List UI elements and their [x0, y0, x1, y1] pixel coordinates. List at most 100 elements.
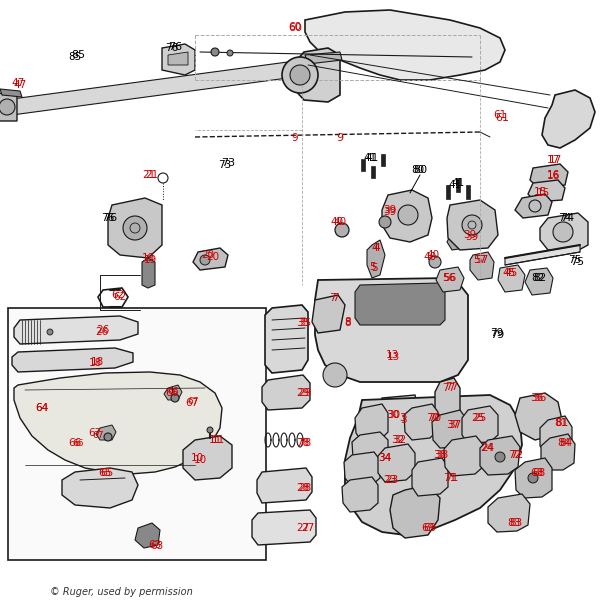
Circle shape: [429, 256, 441, 268]
Text: 67: 67: [92, 431, 104, 439]
Polygon shape: [355, 283, 445, 325]
Polygon shape: [470, 252, 494, 280]
Text: 56: 56: [443, 273, 455, 283]
Polygon shape: [412, 458, 448, 496]
Text: 84: 84: [559, 438, 573, 448]
Circle shape: [123, 216, 147, 240]
Text: 35: 35: [299, 318, 312, 328]
Polygon shape: [542, 90, 595, 148]
Text: 70: 70: [429, 413, 441, 423]
Text: 68: 68: [533, 468, 545, 478]
Polygon shape: [252, 510, 316, 545]
Circle shape: [379, 216, 391, 228]
Text: 24: 24: [480, 443, 494, 453]
Polygon shape: [466, 185, 470, 199]
Text: 75: 75: [570, 257, 584, 267]
Circle shape: [553, 222, 573, 242]
Polygon shape: [515, 458, 552, 498]
Text: 39: 39: [465, 232, 478, 242]
Text: 66: 66: [68, 438, 81, 448]
Polygon shape: [480, 436, 520, 475]
Text: 20: 20: [201, 250, 215, 260]
Polygon shape: [262, 375, 310, 410]
Polygon shape: [193, 248, 228, 270]
Text: 25: 25: [471, 413, 485, 423]
Text: 79: 79: [490, 330, 504, 340]
Text: 19: 19: [143, 255, 157, 265]
Text: 65: 65: [98, 468, 112, 478]
Text: 15: 15: [533, 187, 547, 197]
Text: 34: 34: [378, 453, 392, 463]
Text: 7: 7: [332, 293, 338, 303]
Text: 70: 70: [426, 413, 440, 423]
Polygon shape: [462, 406, 498, 443]
Text: 57: 57: [474, 255, 486, 265]
Polygon shape: [315, 278, 468, 382]
Text: © Ruger, used by permission: © Ruger, used by permission: [50, 587, 193, 597]
Polygon shape: [345, 395, 522, 535]
Polygon shape: [14, 316, 138, 344]
Circle shape: [104, 433, 112, 441]
Text: 29: 29: [299, 388, 312, 398]
Polygon shape: [142, 258, 155, 288]
Polygon shape: [390, 485, 440, 538]
Text: 77: 77: [446, 382, 458, 392]
Text: 45: 45: [502, 268, 516, 278]
Text: 74: 74: [558, 213, 572, 223]
Polygon shape: [371, 166, 375, 178]
Circle shape: [227, 50, 233, 56]
Polygon shape: [12, 348, 133, 372]
Polygon shape: [295, 48, 340, 102]
Bar: [8, 308, 266, 560]
Polygon shape: [447, 200, 498, 250]
Text: 76: 76: [168, 42, 182, 52]
Polygon shape: [12, 59, 310, 115]
Circle shape: [282, 57, 318, 93]
Circle shape: [323, 363, 347, 387]
Text: 66: 66: [167, 388, 179, 397]
Text: 16: 16: [547, 171, 559, 181]
Polygon shape: [183, 436, 232, 480]
Polygon shape: [168, 52, 188, 65]
Polygon shape: [96, 425, 116, 440]
Text: 80: 80: [412, 165, 424, 175]
Text: 4: 4: [374, 243, 381, 253]
Polygon shape: [312, 295, 345, 333]
Text: 37: 37: [448, 420, 461, 430]
Text: 47: 47: [13, 80, 27, 90]
Text: 39: 39: [463, 230, 477, 240]
Polygon shape: [0, 93, 17, 121]
Text: 77: 77: [443, 383, 455, 393]
Text: 64: 64: [35, 403, 49, 413]
Text: 62: 62: [113, 292, 126, 302]
Text: 62: 62: [111, 290, 125, 300]
Text: 72: 72: [508, 450, 522, 460]
Text: 76: 76: [165, 43, 179, 53]
Text: 83: 83: [507, 518, 520, 528]
Text: 78: 78: [299, 438, 312, 448]
Text: 5: 5: [371, 263, 378, 273]
Circle shape: [211, 48, 219, 56]
Text: 80: 80: [413, 165, 427, 175]
Text: 45: 45: [505, 268, 517, 278]
Text: 13: 13: [386, 352, 399, 362]
Circle shape: [335, 223, 349, 237]
Polygon shape: [342, 477, 378, 512]
Polygon shape: [344, 452, 380, 487]
Polygon shape: [265, 305, 308, 373]
Polygon shape: [436, 267, 464, 292]
Text: 23: 23: [384, 475, 396, 485]
Text: 83: 83: [510, 518, 523, 528]
Text: 28: 28: [296, 483, 309, 493]
Polygon shape: [515, 393, 562, 440]
Polygon shape: [540, 213, 588, 252]
Text: 15: 15: [536, 188, 550, 198]
Text: 35: 35: [296, 318, 309, 328]
Text: 19: 19: [142, 253, 154, 263]
Polygon shape: [525, 268, 553, 295]
Text: 39: 39: [384, 207, 396, 217]
Text: 81: 81: [555, 418, 568, 428]
Text: 9: 9: [336, 133, 344, 143]
Polygon shape: [381, 154, 385, 166]
Polygon shape: [108, 198, 162, 258]
